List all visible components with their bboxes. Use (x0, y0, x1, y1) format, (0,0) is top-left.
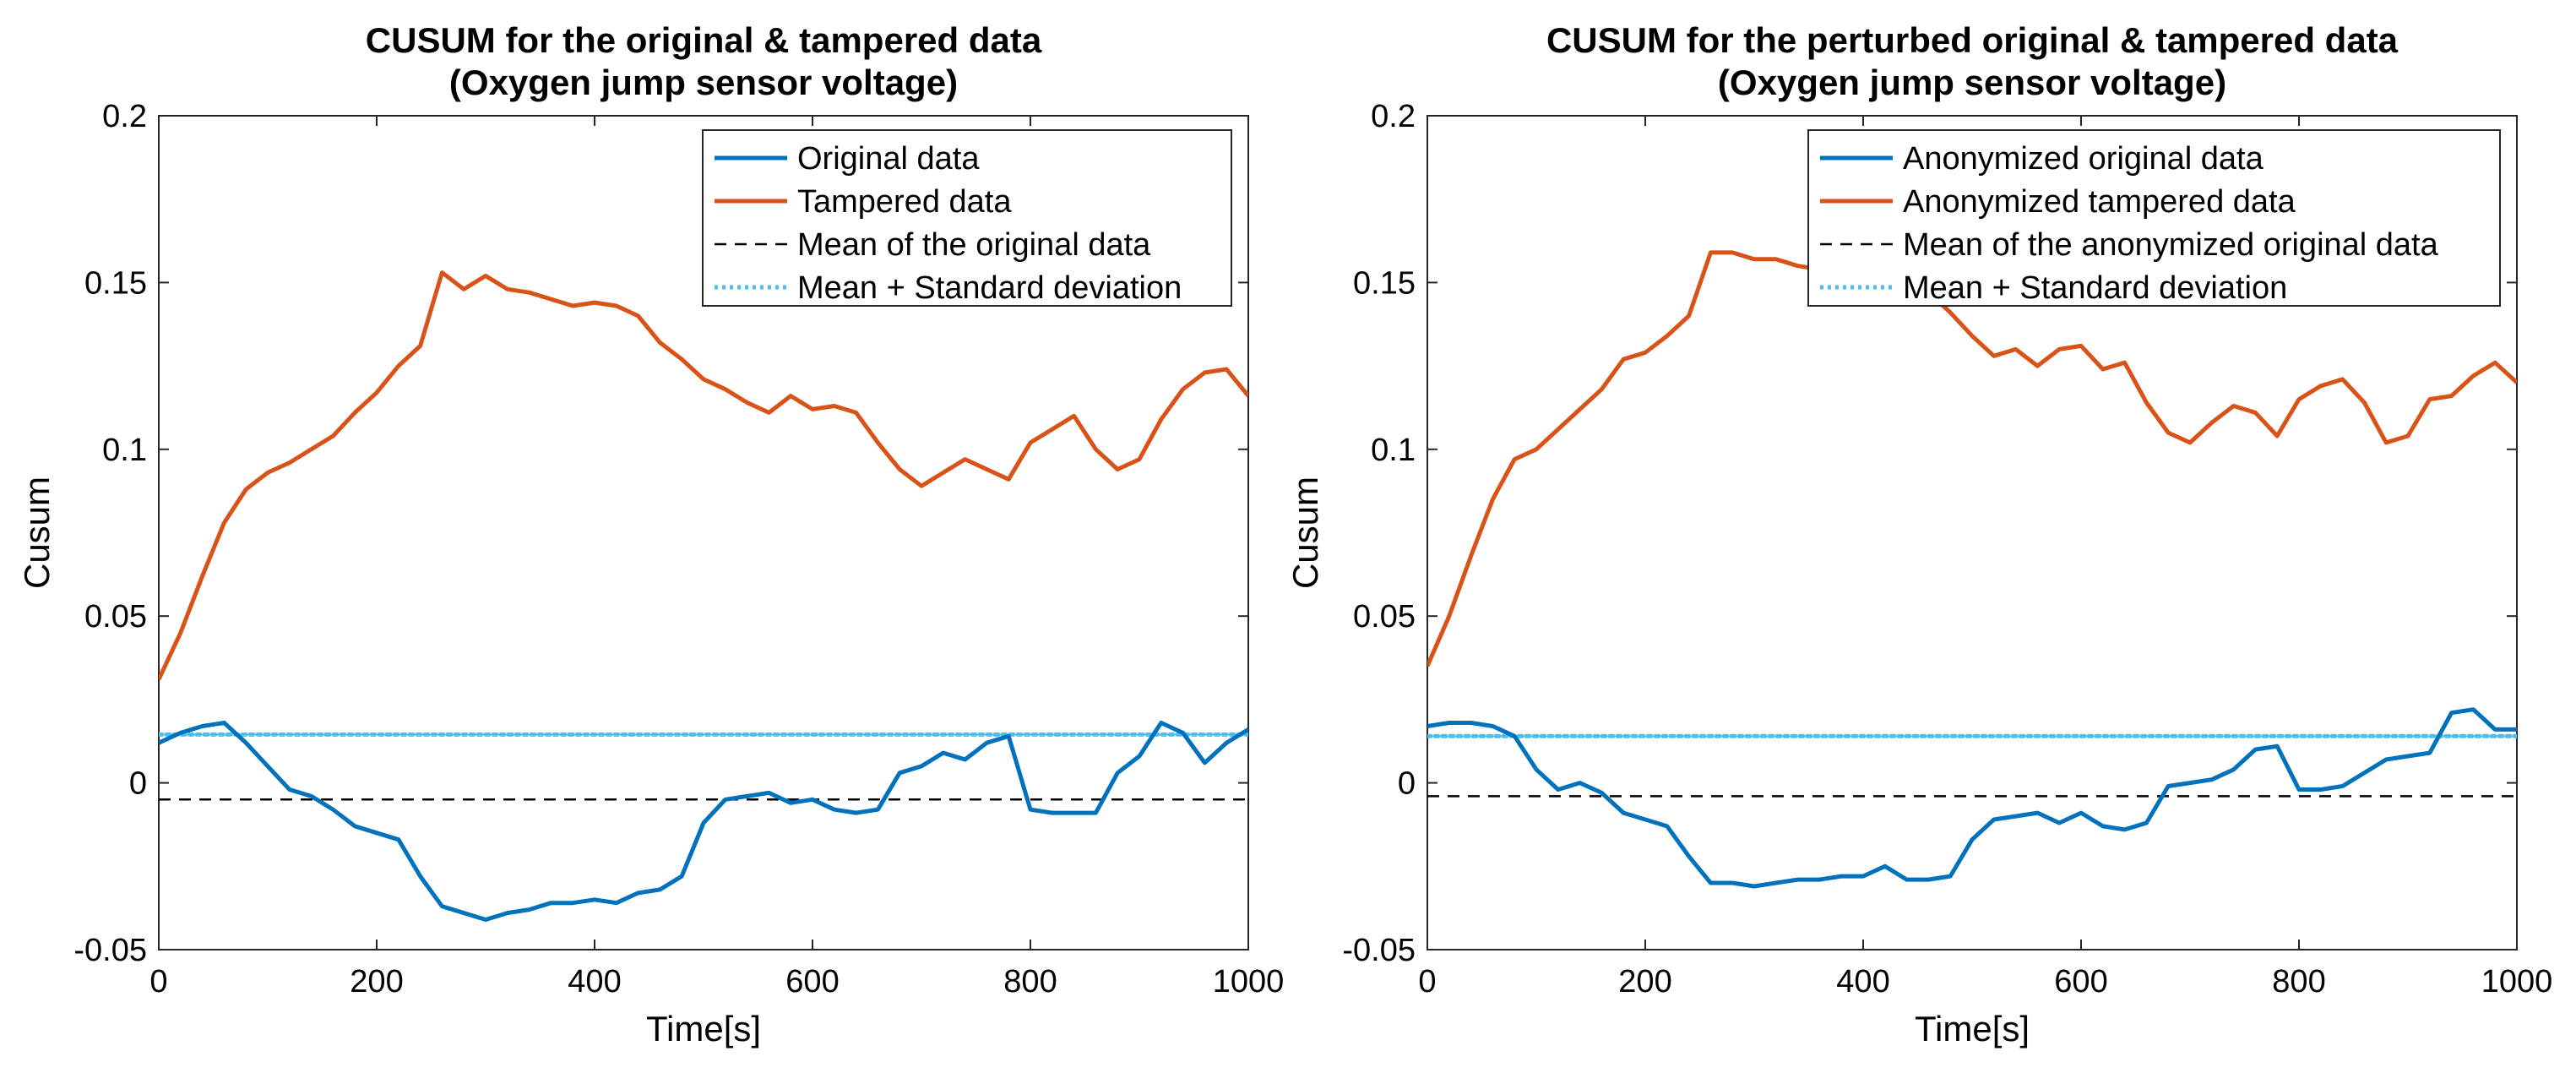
y-tick-label: 0 (1398, 766, 1416, 802)
y-tick-label: 0.2 (102, 99, 147, 134)
legend-label-1: Anonymized original data (1903, 141, 2264, 177)
y-tick-label: 0.05 (1353, 599, 1416, 635)
series-line-1 (1427, 707, 2517, 889)
chart-panel-1: CUSUM for the original & tampered data(O… (17, 20, 1284, 1048)
series-line-2 (1427, 250, 2517, 667)
legend-box (1807, 129, 2501, 307)
y-tick-label: -0.05 (73, 933, 147, 968)
chart-panel-2: CUSUM for the perturbed original & tampe… (1285, 20, 2552, 1048)
x-tick-label: 1000 (1213, 964, 1285, 999)
chart-title-line-2: (Oxygen jump sensor voltage) (449, 63, 958, 102)
legend-label-1: Original data (797, 141, 980, 177)
x-tick-label: 600 (785, 964, 839, 999)
chart-title-line-1: CUSUM for the original & tampered data (366, 20, 1042, 60)
y-axis-label: Cusum (1285, 477, 1325, 589)
x-tick-label: 200 (350, 964, 403, 999)
series-line-2 (159, 270, 1248, 681)
y-tick-label: 0.15 (1353, 265, 1416, 301)
axes-box (158, 115, 1249, 950)
x-tick-label: 400 (568, 964, 621, 999)
x-tick-label: 0 (1418, 964, 1436, 999)
y-tick-label: 0.2 (1371, 99, 1416, 134)
legend-label-4: Mean + Standard deviation (797, 270, 1182, 306)
y-tick-label: 0.1 (102, 433, 147, 468)
x-tick-label: 600 (2054, 964, 2107, 999)
y-tick-label: -0.05 (1342, 933, 1416, 968)
x-tick-label: 800 (2272, 964, 2325, 999)
x-tick-label: 400 (1836, 964, 1889, 999)
x-tick-label: 800 (1003, 964, 1057, 999)
x-axis-label: Time[s] (1915, 1009, 2030, 1048)
legend: Original data Tampered data Mean of the or… (702, 129, 1232, 307)
legend-label-2: Tampered data (797, 184, 1012, 220)
legend-label-3: Mean of the anonymized original data (1903, 227, 2439, 263)
chart-title-line-2: (Oxygen jump sensor voltage) (1718, 63, 2226, 102)
y-tick-label: 0.05 (84, 599, 147, 635)
chart-title-line-1: CUSUM for the perturbed original & tampe… (1546, 20, 2399, 60)
x-axis-label: Time[s] (646, 1009, 761, 1048)
y-tick-label: 0.15 (84, 265, 147, 301)
plot-area (1427, 250, 2517, 889)
y-axis-label: Cusum (17, 477, 57, 589)
legend-label-2: Anonymized tampered data (1903, 184, 2296, 220)
legend-label-3: Mean of the original data (797, 227, 1151, 263)
x-tick-label: 200 (1618, 964, 1671, 999)
legend: Anonymized original data Anonymized tampe… (1807, 129, 2501, 307)
series-line-1 (159, 721, 1248, 922)
legend-label-4: Mean + Standard deviation (1903, 270, 2287, 306)
y-tick-label: 0.1 (1371, 433, 1416, 468)
y-tick-label: 0 (129, 766, 147, 802)
x-tick-label: 0 (149, 964, 167, 999)
axes-box (1427, 115, 2518, 950)
x-tick-label: 1000 (2481, 964, 2553, 999)
plot-area (159, 270, 1248, 922)
legend-box (702, 129, 1232, 307)
